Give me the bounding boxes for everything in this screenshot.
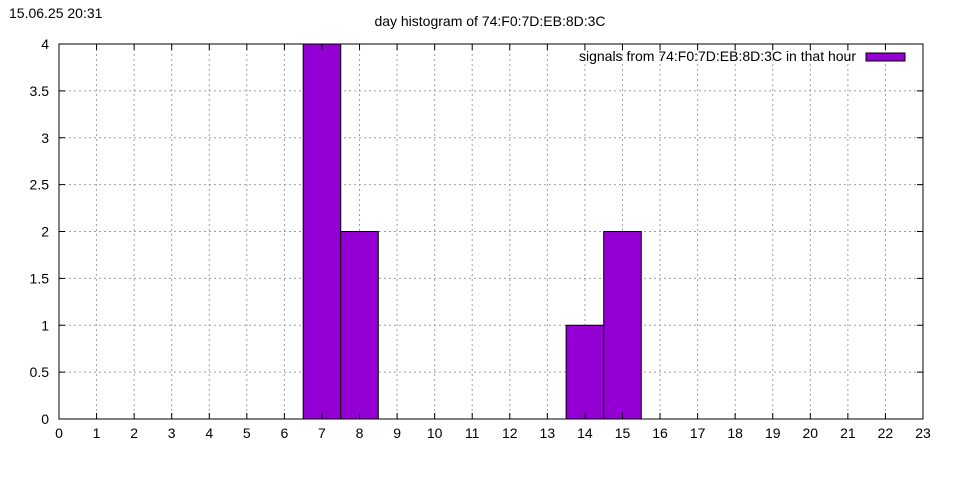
x-tick-label: 8 <box>356 425 364 441</box>
x-tick-label: 6 <box>280 425 288 441</box>
x-axis-ticks: 0 1 2 3 4 5 6 7 8 9 10 11 12 13 14 15 16 17 18 19 20 21 22 23 <box>55 44 931 441</box>
x-tick-label: 7 <box>318 425 326 441</box>
grid-lines <box>59 44 923 419</box>
x-tick-label: 1 <box>93 425 101 441</box>
bar-hour-14 <box>565 324 605 420</box>
x-tick-label: 19 <box>765 425 781 441</box>
x-tick-label: 18 <box>727 425 743 441</box>
x-tick-label: 11 <box>465 425 480 441</box>
x-tick-label: 15 <box>615 425 631 441</box>
legend-swatch <box>865 52 906 62</box>
legend-label: signals from 74:F0:7D:EB:8D:3C in that h… <box>579 48 856 64</box>
x-tick-label: 0 <box>55 425 63 441</box>
x-tick-label: 9 <box>393 425 401 441</box>
y-tick-label: 0 <box>41 411 49 427</box>
bars <box>302 43 642 420</box>
y-tick-label: 2.5 <box>30 177 50 193</box>
x-tick-label: 23 <box>915 425 931 441</box>
timestamp: 15.06.25 20:31 <box>9 5 103 21</box>
x-tick-label: 10 <box>427 425 443 441</box>
x-tick-label: 5 <box>243 425 251 441</box>
x-tick-label: 17 <box>690 425 706 441</box>
x-tick-label: 20 <box>803 425 819 441</box>
legend: signals from 74:F0:7D:EB:8D:3C in that h… <box>579 48 906 64</box>
x-tick-label: 4 <box>205 425 213 441</box>
y-tick-label: 1 <box>41 317 49 333</box>
x-tick-label: 13 <box>540 425 556 441</box>
bar-hour-8 <box>340 231 379 420</box>
x-tick-label: 3 <box>168 425 176 441</box>
y-tick-label: 3.5 <box>30 83 50 99</box>
x-tick-label: 2 <box>130 425 138 441</box>
chart-title: day histogram of 74:F0:7D:EB:8D:3C <box>374 13 605 29</box>
y-tick-label: 2 <box>41 224 49 240</box>
x-tick-label: 16 <box>652 425 668 441</box>
bar-hour-15 <box>603 231 642 420</box>
y-tick-label: 3 <box>41 130 49 146</box>
x-tick-label: 21 <box>840 425 856 441</box>
y-tick-label: 1.5 <box>30 270 50 286</box>
y-axis-ticks: 0 0.5 1 1.5 2 2.5 3 3.5 4 <box>30 36 923 427</box>
bar-hour-7 <box>302 43 342 420</box>
x-tick-label: 14 <box>577 425 593 441</box>
y-tick-label: 0.5 <box>30 364 50 380</box>
x-tick-label: 22 <box>878 425 894 441</box>
y-tick-label: 4 <box>41 36 49 52</box>
x-tick-label: 12 <box>502 425 518 441</box>
